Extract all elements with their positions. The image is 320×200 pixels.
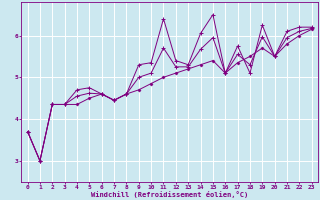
X-axis label: Windchill (Refroidissement éolien,°C): Windchill (Refroidissement éolien,°C) — [91, 191, 248, 198]
